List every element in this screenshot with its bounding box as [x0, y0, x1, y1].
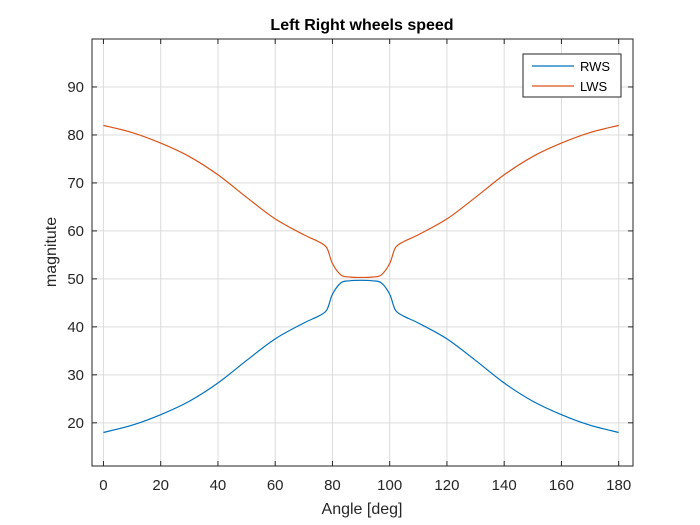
y-tick-label: 40: [67, 319, 84, 336]
series-line-rws: [103, 279, 619, 434]
x-tick-label: 0: [99, 477, 107, 494]
y-tick-label: 60: [67, 223, 84, 240]
series-line-lws: [103, 124, 619, 279]
tick-labels: 0 20 40 60 80 100 120 140 160 180 20 30 40 50 60 70 80 90: [67, 79, 631, 494]
x-tick-label: 20: [152, 477, 169, 494]
axes-box: [91, 38, 634, 467]
x-tick-label: 100: [377, 477, 402, 494]
plot-area: [92, 39, 633, 466]
x-tick-label: 80: [324, 477, 341, 494]
y-tick-label: 70: [67, 175, 84, 192]
legend-box: [522, 53, 622, 98]
legend: RWS LWS: [522, 53, 622, 98]
y-tick-label: 80: [67, 127, 84, 144]
y-tick-label: 90: [67, 79, 84, 96]
x-tick-label: 60: [267, 477, 284, 494]
y-axis-label: magnitute: [43, 217, 60, 287]
ticks: [92, 39, 633, 466]
series-layer: [103, 124, 619, 434]
x-tick-label: 40: [210, 477, 227, 494]
legend-label-lws: LWS: [580, 79, 608, 94]
x-tick-label: 120: [434, 477, 459, 494]
x-tick-label: 140: [492, 477, 517, 494]
y-tick-label: 20: [67, 415, 84, 432]
chart-title: Left Right wheels speed: [270, 17, 453, 34]
x-tick-label: 180: [606, 477, 631, 494]
grid: [92, 39, 633, 466]
legend-label-rws: RWS: [580, 59, 610, 74]
y-tick-label: 30: [67, 367, 84, 384]
x-tick-label: 160: [549, 477, 574, 494]
x-axis-label: Angle [deg]: [322, 501, 403, 518]
y-tick-label: 50: [67, 271, 84, 288]
